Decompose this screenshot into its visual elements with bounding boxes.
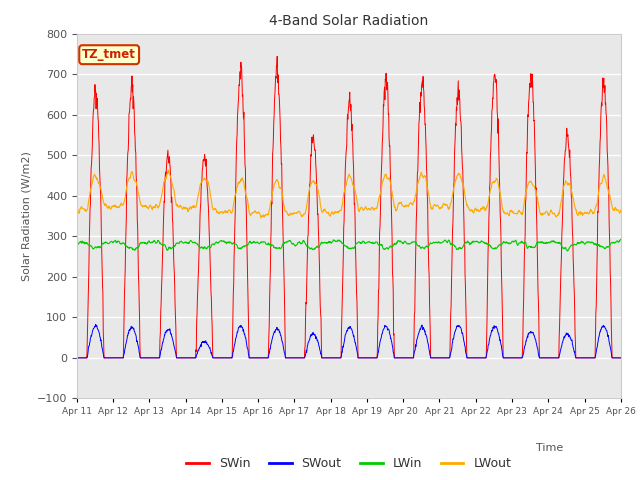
LWout [434, 203, 442, 209]
LWout [257, 215, 265, 221]
Line: LWin: LWin [77, 240, 621, 251]
SWout [181, 355, 189, 361]
SWin [180, 355, 188, 361]
SWin [434, 355, 442, 361]
SWin [255, 355, 262, 361]
Line: SWout: SWout [77, 324, 621, 358]
SWin [553, 355, 561, 361]
SWin [273, 53, 281, 59]
LWin [180, 240, 188, 245]
LWout [181, 205, 189, 211]
SWout [617, 355, 625, 361]
SWout [73, 355, 81, 361]
Title: 4-Band Solar Radiation: 4-Band Solar Radiation [269, 14, 428, 28]
Line: LWout: LWout [77, 170, 621, 218]
LWin [433, 240, 441, 246]
Y-axis label: Solar Radiation (W/m2): Solar Radiation (W/m2) [21, 151, 31, 281]
Text: Time: Time [536, 443, 563, 453]
LWin [552, 240, 560, 245]
LWin [194, 241, 202, 247]
LWin [255, 240, 262, 246]
LWin [564, 248, 572, 254]
SWout [92, 322, 100, 327]
LWout [73, 204, 81, 210]
SWin [617, 355, 625, 361]
SWin [73, 355, 81, 361]
LWout [255, 210, 263, 216]
SWin [194, 288, 202, 293]
SWout [434, 355, 442, 361]
LWout [505, 213, 513, 218]
LWout [553, 213, 561, 219]
SWout [505, 355, 513, 361]
Text: TZ_tmet: TZ_tmet [82, 48, 136, 61]
LWin [617, 237, 625, 242]
LWout [195, 193, 202, 199]
LWin [73, 241, 81, 247]
SWin [505, 355, 513, 361]
LWin [504, 240, 512, 246]
SWout [195, 348, 202, 353]
LWout [164, 168, 172, 173]
Line: SWin: SWin [77, 56, 621, 358]
LWout [617, 207, 625, 213]
Legend: SWin, SWout, LWin, LWout: SWin, SWout, LWin, LWout [181, 452, 516, 475]
SWout [553, 355, 561, 361]
SWout [255, 355, 263, 361]
